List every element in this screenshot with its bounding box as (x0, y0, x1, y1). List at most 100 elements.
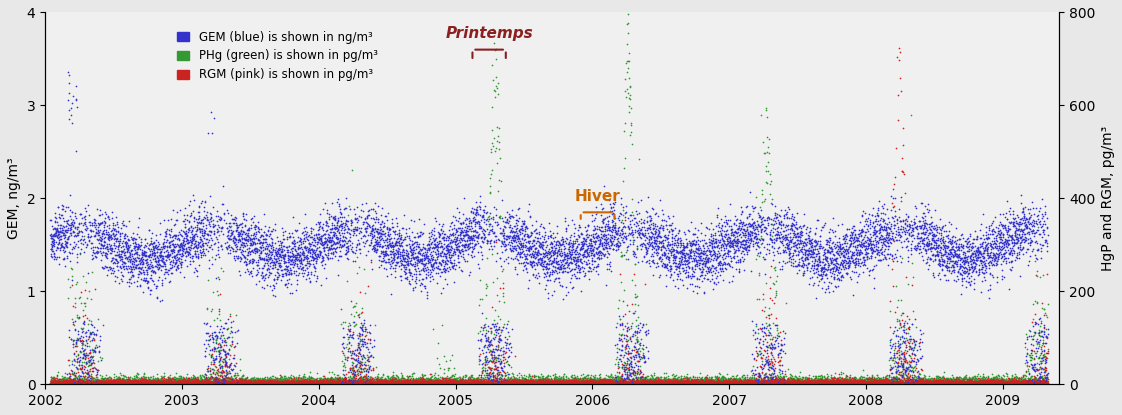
PHg (green) is shown in pg/m³ (264, 379, 282, 386)
PHg (green) is shown in pg/m³ (180, 380, 197, 386)
RGM (pink) is shown in pg/m³ (806, 379, 824, 386)
RGM (pink) is shown in pg/m³ (655, 379, 673, 386)
RGM (pink) is shown in pg/m³ (435, 379, 453, 386)
PHg (green) is shown in pg/m³ (76, 354, 94, 360)
RGM (pink) is shown in pg/m³ (608, 379, 626, 386)
GEM (blue) is shown in ng/m³ (945, 252, 963, 259)
GEM (blue) is shown in ng/m³ (204, 335, 222, 342)
RGM (pink) is shown in pg/m³ (252, 378, 270, 385)
GEM (blue) is shown in ng/m³ (664, 246, 682, 253)
GEM (blue) is shown in ng/m³ (696, 256, 714, 262)
PHg (green) is shown in pg/m³ (734, 378, 752, 384)
PHg (green) is shown in pg/m³ (48, 378, 66, 385)
PHg (green) is shown in pg/m³ (104, 378, 122, 385)
RGM (pink) is shown in pg/m³ (231, 379, 249, 386)
PHg (green) is shown in pg/m³ (857, 378, 875, 385)
PHg (green) is shown in pg/m³ (155, 381, 173, 387)
PHg (green) is shown in pg/m³ (948, 375, 966, 382)
PHg (green) is shown in pg/m³ (499, 377, 517, 383)
PHg (green) is shown in pg/m³ (213, 380, 231, 386)
GEM (blue) is shown in ng/m³ (86, 226, 104, 232)
PHg (green) is shown in pg/m³ (104, 380, 122, 387)
PHg (green) is shown in pg/m³ (199, 377, 217, 383)
PHg (green) is shown in pg/m³ (669, 380, 687, 386)
RGM (pink) is shown in pg/m³ (802, 381, 820, 387)
PHg (green) is shown in pg/m³ (905, 380, 923, 387)
GEM (blue) is shown in ng/m³ (375, 239, 393, 246)
PHg (green) is shown in pg/m³ (294, 377, 312, 383)
RGM (pink) is shown in pg/m³ (258, 378, 276, 384)
GEM (blue) is shown in ng/m³ (586, 237, 604, 244)
PHg (green) is shown in pg/m³ (967, 378, 985, 385)
PHg (green) is shown in pg/m³ (314, 378, 332, 384)
GEM (blue) is shown in ng/m³ (744, 205, 762, 212)
GEM (blue) is shown in ng/m³ (52, 247, 70, 253)
GEM (blue) is shown in ng/m³ (727, 259, 745, 265)
GEM (blue) is shown in ng/m³ (916, 223, 934, 230)
PHg (green) is shown in pg/m³ (590, 378, 608, 385)
GEM (blue) is shown in ng/m³ (561, 242, 579, 249)
PHg (green) is shown in pg/m³ (114, 376, 132, 382)
GEM (blue) is shown in ng/m³ (660, 246, 678, 253)
RGM (pink) is shown in pg/m³ (837, 380, 855, 386)
GEM (blue) is shown in ng/m³ (682, 249, 700, 255)
PHg (green) is shown in pg/m³ (863, 378, 881, 385)
PHg (green) is shown in pg/m³ (904, 274, 922, 281)
RGM (pink) is shown in pg/m³ (199, 381, 217, 387)
GEM (blue) is shown in ng/m³ (525, 242, 543, 249)
PHg (green) is shown in pg/m³ (949, 379, 967, 386)
RGM (pink) is shown in pg/m³ (702, 381, 720, 387)
PHg (green) is shown in pg/m³ (818, 379, 836, 386)
GEM (blue) is shown in ng/m³ (190, 203, 208, 209)
GEM (blue) is shown in ng/m³ (502, 222, 519, 228)
GEM (blue) is shown in ng/m³ (772, 224, 790, 231)
PHg (green) is shown in pg/m³ (426, 380, 444, 386)
PHg (green) is shown in pg/m³ (313, 377, 331, 384)
GEM (blue) is shown in ng/m³ (836, 234, 854, 240)
PHg (green) is shown in pg/m³ (487, 355, 505, 362)
GEM (blue) is shown in ng/m³ (541, 273, 559, 279)
RGM (pink) is shown in pg/m³ (480, 379, 498, 386)
RGM (pink) is shown in pg/m³ (274, 380, 292, 386)
GEM (blue) is shown in ng/m³ (762, 372, 780, 378)
GEM (blue) is shown in ng/m³ (926, 239, 944, 246)
PHg (green) is shown in pg/m³ (141, 378, 159, 384)
RGM (pink) is shown in pg/m³ (549, 379, 567, 386)
PHg (green) is shown in pg/m³ (101, 376, 119, 383)
RGM (pink) is shown in pg/m³ (403, 380, 421, 387)
PHg (green) is shown in pg/m³ (918, 381, 936, 387)
GEM (blue) is shown in ng/m³ (974, 245, 992, 251)
GEM (blue) is shown in ng/m³ (535, 251, 553, 258)
PHg (green) is shown in pg/m³ (500, 381, 518, 387)
GEM (blue) is shown in ng/m³ (70, 376, 88, 383)
PHg (green) is shown in pg/m³ (523, 377, 541, 384)
GEM (blue) is shown in ng/m³ (64, 277, 82, 283)
PHg (green) is shown in pg/m³ (490, 213, 508, 220)
GEM (blue) is shown in ng/m³ (903, 227, 921, 233)
GEM (blue) is shown in ng/m³ (448, 246, 466, 252)
RGM (pink) is shown in pg/m³ (468, 380, 486, 386)
GEM (blue) is shown in ng/m³ (142, 246, 160, 252)
RGM (pink) is shown in pg/m³ (514, 378, 532, 384)
PHg (green) is shown in pg/m³ (206, 346, 224, 353)
RGM (pink) is shown in pg/m³ (545, 379, 563, 386)
RGM (pink) is shown in pg/m³ (698, 374, 716, 381)
RGM (pink) is shown in pg/m³ (479, 378, 497, 384)
GEM (blue) is shown in ng/m³ (716, 213, 734, 220)
RGM (pink) is shown in pg/m³ (461, 376, 479, 383)
RGM (pink) is shown in pg/m³ (951, 381, 969, 388)
PHg (green) is shown in pg/m³ (840, 381, 858, 387)
GEM (blue) is shown in ng/m³ (962, 252, 980, 259)
GEM (blue) is shown in ng/m³ (313, 261, 331, 268)
GEM (blue) is shown in ng/m³ (744, 222, 762, 228)
GEM (blue) is shown in ng/m³ (874, 218, 892, 225)
PHg (green) is shown in pg/m³ (577, 381, 595, 387)
PHg (green) is shown in pg/m³ (245, 377, 263, 384)
PHg (green) is shown in pg/m³ (580, 377, 598, 384)
GEM (blue) is shown in ng/m³ (601, 237, 619, 243)
RGM (pink) is shown in pg/m³ (131, 377, 149, 384)
GEM (blue) is shown in ng/m³ (582, 243, 600, 249)
PHg (green) is shown in pg/m³ (489, 378, 507, 385)
GEM (blue) is shown in ng/m³ (294, 237, 312, 244)
PHg (green) is shown in pg/m³ (903, 381, 921, 387)
